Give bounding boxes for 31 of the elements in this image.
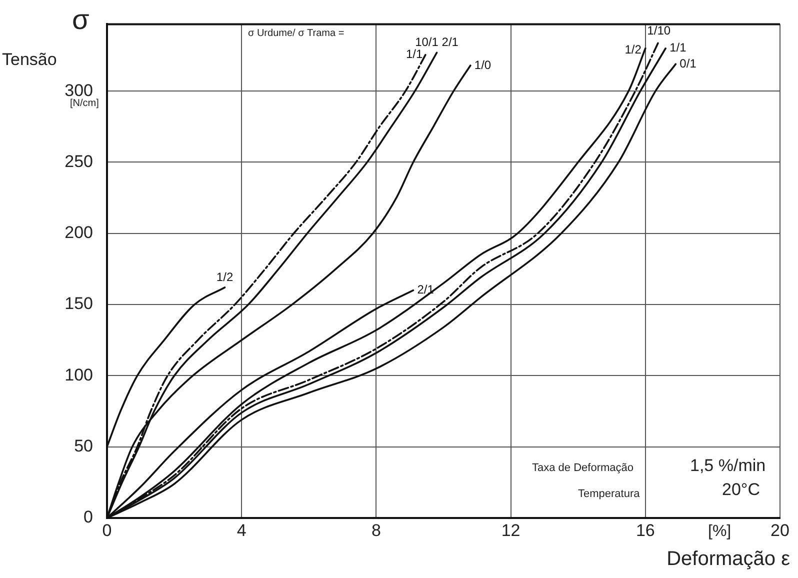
text: [N/cm] bbox=[70, 98, 99, 109]
x-tick-label: 12 bbox=[501, 520, 520, 540]
annotation: Taxa de Deformação bbox=[532, 462, 634, 474]
series-label: 0/1 bbox=[680, 56, 697, 70]
y-tick-label: 50 bbox=[74, 436, 93, 456]
y-tick-label: 150 bbox=[64, 294, 93, 314]
annotation: Temperatura bbox=[578, 488, 640, 500]
series-label: 1/10 bbox=[647, 24, 671, 38]
y-tick-label: 0 bbox=[84, 508, 93, 527]
y-tick-label: 200 bbox=[64, 223, 93, 242]
x-tick-label: 20 bbox=[770, 520, 790, 540]
x-tick-label: 8 bbox=[371, 520, 381, 540]
y-axis-title: Tensão bbox=[2, 50, 57, 70]
y-tick-label: 300 bbox=[64, 80, 93, 100]
text: σ bbox=[72, 4, 90, 36]
series-label: 1/1 bbox=[670, 40, 687, 55]
annotation: 1,5 %/min bbox=[690, 456, 766, 476]
series-label: 10/1 2/1 bbox=[415, 34, 459, 49]
x-tick-label: 16 bbox=[636, 520, 655, 540]
x-axis-title: Deformação ε bbox=[666, 548, 790, 571]
annotation: 20°C bbox=[722, 480, 760, 500]
x-tick-label: 0 bbox=[102, 520, 112, 540]
annotation: σ Urdume/ σ Trama = bbox=[248, 28, 344, 39]
text: [%] bbox=[708, 523, 732, 541]
y-tick-label: 100 bbox=[64, 365, 93, 384]
series-label: 1/2 bbox=[624, 42, 642, 57]
series-label: 1/0 bbox=[474, 58, 492, 72]
series-label: 1/2 bbox=[216, 270, 234, 284]
series-label: 1/1 bbox=[406, 46, 423, 61]
x-tick-label: 4 bbox=[236, 520, 246, 540]
y-tick-label: 250 bbox=[64, 152, 93, 171]
